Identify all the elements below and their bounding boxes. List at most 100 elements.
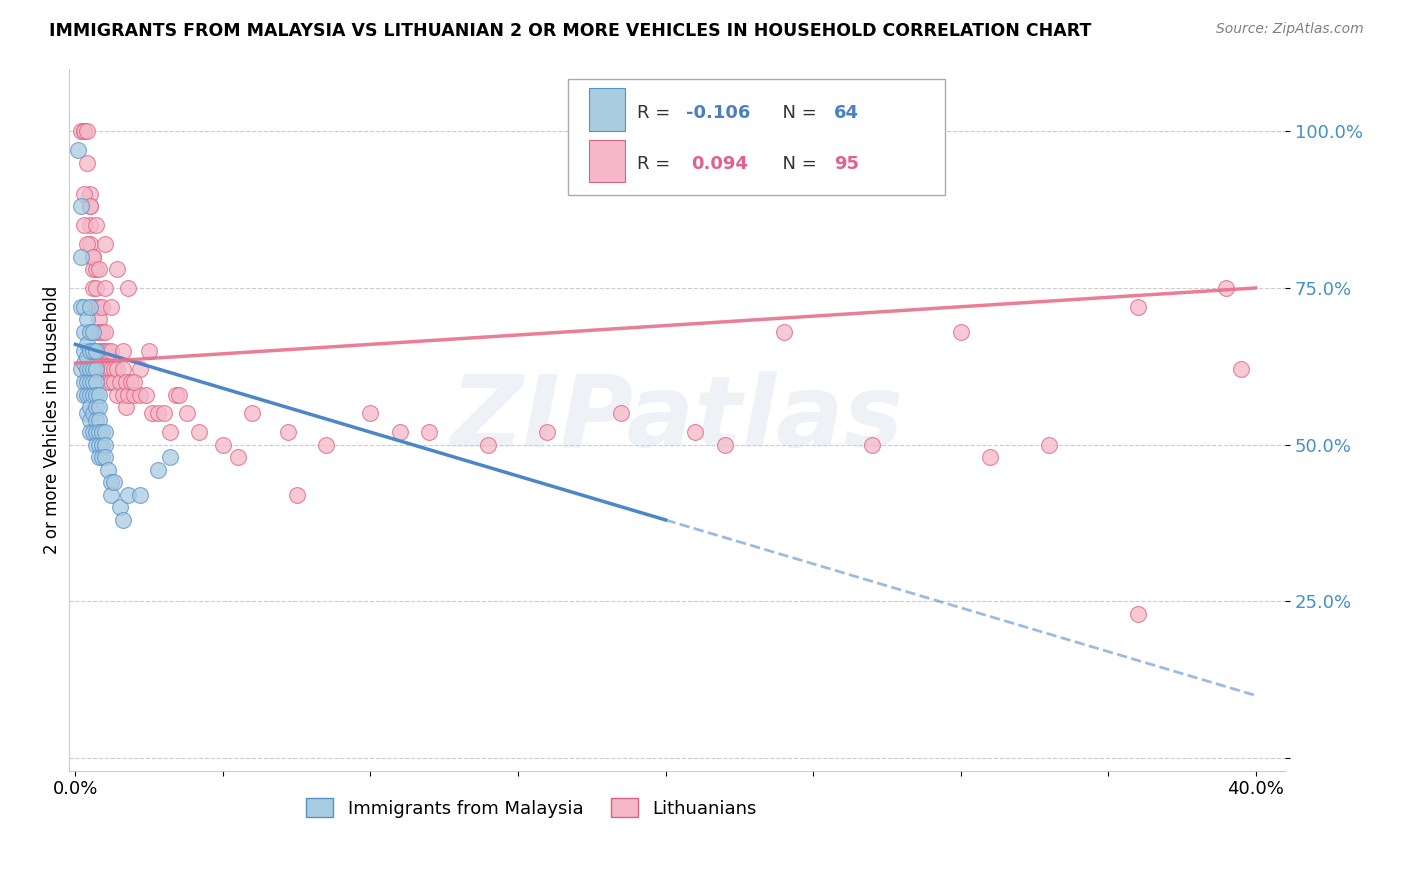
Point [73, 186, 96, 201]
Point [100, 300, 122, 314]
Point [97, 362, 120, 376]
Point [90, 450, 112, 465]
Point [67, 143, 90, 157]
Point [70, 300, 93, 314]
Point [117, 387, 139, 401]
Point [76, 155, 98, 169]
Point [94, 450, 117, 465]
Point [94, 343, 117, 358]
FancyBboxPatch shape [568, 79, 945, 195]
Point [1215, 281, 1237, 295]
Text: N =: N = [770, 104, 823, 122]
Point [129, 387, 152, 401]
Point [477, 438, 499, 452]
Point [70, 124, 93, 138]
Point [124, 387, 146, 401]
Point [79, 362, 101, 376]
Text: ZIPatlas: ZIPatlas [451, 371, 904, 468]
Point [159, 425, 181, 439]
Point [117, 281, 139, 295]
Text: R =: R = [637, 104, 676, 122]
Point [114, 375, 136, 389]
Point [146, 463, 169, 477]
Point [76, 124, 98, 138]
Point [1126, 300, 1149, 314]
Point [105, 362, 128, 376]
Point [82, 343, 104, 358]
Y-axis label: 2 or more Vehicles in Household: 2 or more Vehicles in Household [44, 285, 60, 554]
Point [120, 375, 142, 389]
Point [285, 488, 308, 502]
Point [94, 438, 117, 452]
Point [82, 406, 104, 420]
Point [713, 438, 735, 452]
Point [76, 375, 98, 389]
Point [167, 387, 190, 401]
Point [100, 475, 122, 490]
Point [79, 375, 101, 389]
Point [87, 438, 110, 452]
Point [418, 425, 440, 439]
Point [84, 375, 107, 389]
Point [82, 250, 104, 264]
Text: 0.094: 0.094 [690, 155, 748, 173]
Point [100, 343, 122, 358]
Point [76, 387, 98, 401]
Point [103, 475, 125, 490]
Point [176, 406, 198, 420]
Point [90, 425, 112, 439]
Point [87, 387, 110, 401]
Text: -0.106: -0.106 [686, 104, 751, 122]
Point [97, 343, 120, 358]
Point [79, 199, 101, 213]
Point [860, 438, 883, 452]
Point [90, 325, 112, 339]
Point [84, 412, 107, 426]
Point [87, 412, 110, 426]
Point [111, 343, 134, 358]
Point [1230, 362, 1253, 376]
Text: R =: R = [637, 155, 682, 173]
Point [90, 362, 112, 376]
Point [87, 400, 110, 414]
Point [76, 312, 98, 326]
Point [70, 250, 93, 264]
Point [79, 300, 101, 314]
Point [242, 406, 264, 420]
Point [79, 400, 101, 414]
Point [84, 325, 107, 339]
Point [94, 425, 117, 439]
Point [87, 450, 110, 465]
Point [108, 500, 131, 515]
Text: 64: 64 [834, 104, 859, 122]
Point [94, 362, 117, 376]
Point [90, 343, 112, 358]
Point [146, 406, 169, 420]
Point [108, 375, 131, 389]
Point [79, 186, 101, 201]
Point [97, 463, 120, 477]
Point [82, 387, 104, 401]
Point [114, 400, 136, 414]
Text: IMMIGRANTS FROM MALAYSIA VS LITHUANIAN 2 OR MORE VEHICLES IN HOUSEHOLD CORRELATI: IMMIGRANTS FROM MALAYSIA VS LITHUANIAN 2… [49, 22, 1091, 40]
Point [73, 325, 96, 339]
Point [84, 400, 107, 414]
Point [359, 406, 381, 420]
Point [212, 438, 235, 452]
Point [772, 325, 794, 339]
Point [82, 250, 104, 264]
Point [76, 237, 98, 252]
Point [315, 438, 337, 452]
Point [117, 488, 139, 502]
Point [111, 362, 134, 376]
Point [111, 513, 134, 527]
Point [79, 199, 101, 213]
Point [100, 488, 122, 502]
Point [129, 362, 152, 376]
Point [87, 343, 110, 358]
Point [82, 281, 104, 295]
Point [82, 300, 104, 314]
Bar [589, 88, 626, 130]
Point [76, 406, 98, 420]
Legend: Immigrants from Malaysia, Lithuanians: Immigrants from Malaysia, Lithuanians [299, 791, 763, 825]
